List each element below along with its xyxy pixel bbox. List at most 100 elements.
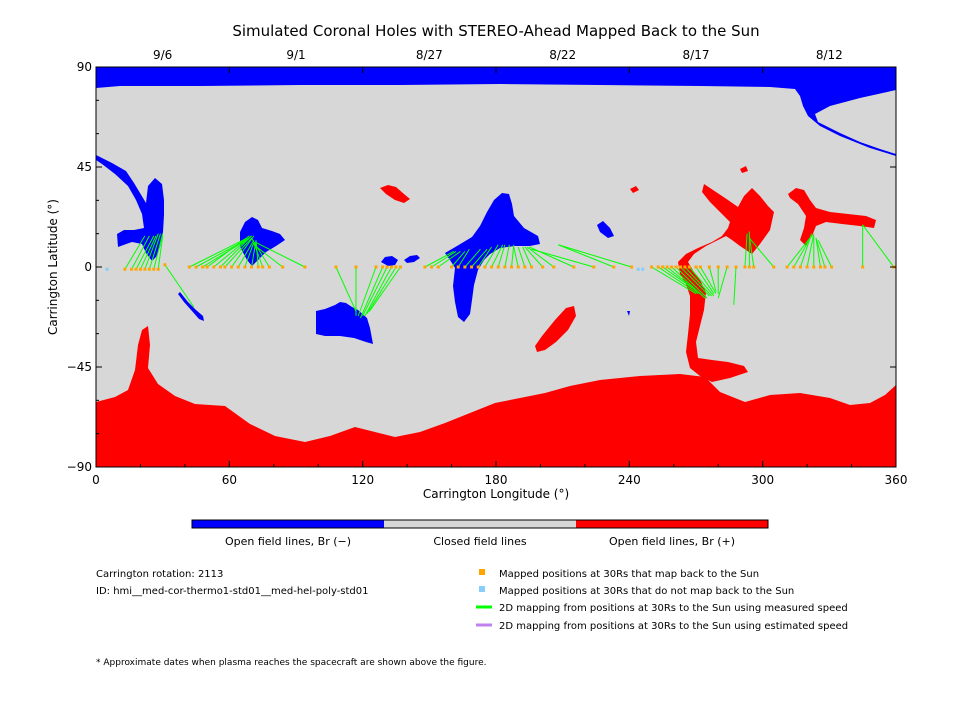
mapping-line [124,235,146,270]
mapping-line [457,248,470,268]
top-date-label: 9/6 [153,48,172,62]
mapped-point [541,265,545,269]
mapped-point [130,267,134,271]
mapping-line [220,235,252,268]
mapping-line [224,237,252,268]
mapped-point [476,265,480,269]
x-tick-label: 120 [351,473,374,487]
positive-hole-lon130 [380,185,410,203]
mapping-line [237,240,255,268]
footnote: * Approximate dates when plasma reaches … [96,658,487,668]
coronal-hole-small-lon130 [404,255,420,263]
coronal-hole-small-lon123 [381,256,398,266]
legend: Mapped positions at 30Rs that map back t… [476,569,848,632]
mapping-line [359,266,384,319]
mapped-point [261,265,265,269]
mapped-point [463,265,467,269]
x-axis: 0 60 120 180 240 300 360 [92,67,907,487]
mapping-line [437,251,461,268]
y-tick-label: −90 [67,460,92,474]
mapping-line [744,233,748,268]
mapping-line [255,242,306,268]
mapping-line [684,266,712,297]
mapped-point [572,265,576,269]
mapping-lines [124,224,895,319]
mapped-point [734,265,738,269]
mapping-line [700,266,717,294]
mapped-point [201,265,205,269]
coronal-hole-lon180 [445,193,540,322]
positive-hole-lon212 [535,306,576,352]
mapped-point [752,265,756,269]
colorbar-frame [191,519,769,529]
mapping-line [253,244,283,268]
mapped-point [334,265,338,269]
mapping-line [206,235,250,268]
mapping-line [144,233,159,270]
mapped-point [612,265,616,269]
mapped-point [483,265,487,269]
mapped-point [698,265,702,269]
mapping-line [708,266,717,292]
mapped-point [212,265,216,269]
mapping-line [558,244,614,268]
mapped-point [510,265,514,269]
coronal-hole-streak [178,292,204,321]
mapped-point [716,265,720,269]
mapped-point [256,265,260,269]
north-polar-coronal-hole [96,67,896,156]
mapping-line [748,237,775,268]
mapped-point [138,267,142,271]
positive-hole-lon280 [678,184,774,382]
mapped-point [436,265,440,269]
mapping-line [357,266,377,317]
mapped-point [450,265,454,269]
mapping-line [817,240,833,268]
mapped-point [747,265,751,269]
unmapped-point [105,267,109,271]
mapping-line [815,237,826,268]
colorbar-open-positive [576,520,768,528]
mapped-point [805,265,809,269]
mapping-line [153,233,164,270]
mapping-line [862,224,895,268]
mapped-point [496,265,500,269]
mapping-line [504,244,510,268]
mapped-point [470,265,474,269]
mapped-point [354,265,358,269]
mapped-point [678,265,682,269]
mapped-point [223,265,227,269]
mapped-point [772,265,776,269]
mapped-point [725,265,729,269]
mapping-line [531,248,594,268]
mapping-line [431,251,457,268]
mapped-point [674,265,678,269]
mapped-point [694,265,698,269]
mapped-point [205,265,209,269]
mapping-line [688,266,715,297]
plot-area [96,67,896,467]
mapping-line [786,235,812,268]
mapped-point [381,265,385,269]
mapped-point [687,265,691,269]
mapping-line [255,240,259,268]
mapping-line [513,246,519,268]
unmapped-point [636,267,640,271]
mapped-point [218,265,222,269]
x-tick-label: 60 [222,473,237,487]
mapped-point [665,265,669,269]
legend-unmapped-marker [479,586,485,592]
mapping-line [491,244,504,268]
x-tick-label: 300 [751,473,774,487]
south-polar-coronal-hole [96,326,896,467]
mapping-line [651,266,697,295]
mapped-point [812,265,816,269]
mapping-line [511,244,515,268]
positive-hole-lon330 [788,188,876,246]
mapping-line [424,251,455,268]
mapped-point [552,265,556,269]
mapping-line [131,235,150,270]
mapped-point [630,265,634,269]
mapping-line [464,248,481,268]
mapped-point [423,265,427,269]
